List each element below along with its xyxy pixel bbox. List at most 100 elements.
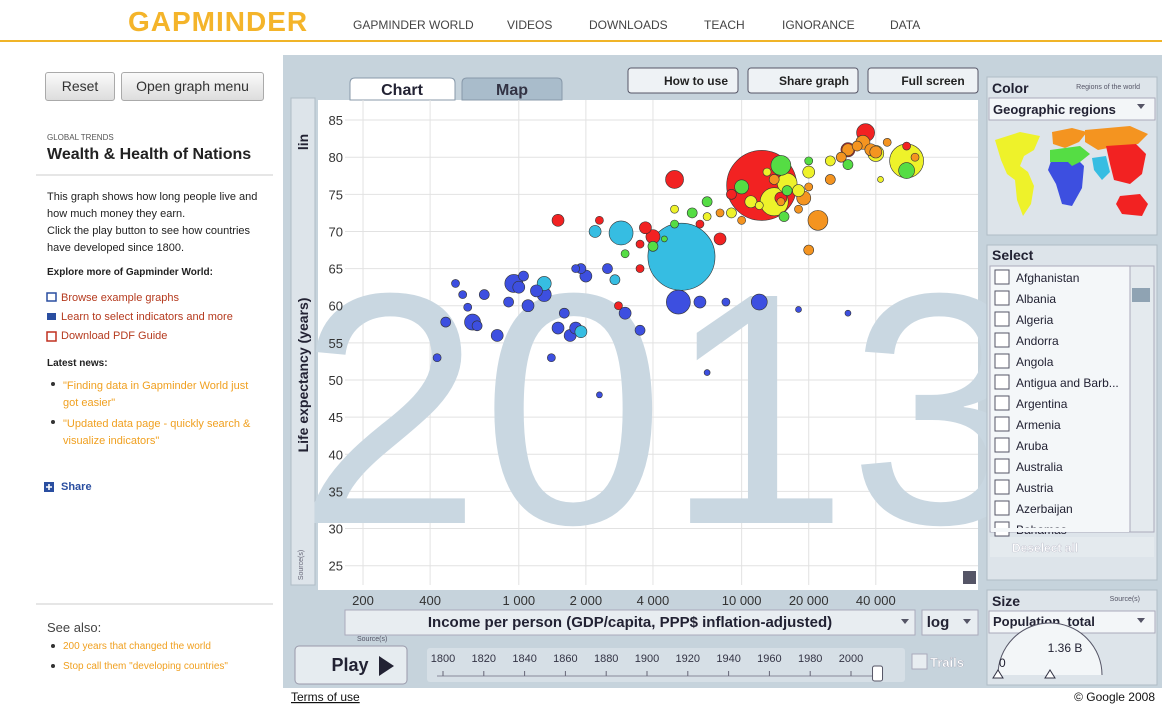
bubble: [902, 141, 911, 151]
bubble: [558, 307, 570, 319]
nav-link[interactable]: TEACH: [704, 18, 745, 32]
play-icon: [379, 656, 394, 676]
country-name[interactable]: Argentina: [1016, 397, 1068, 411]
color-dropdown[interactable]: [988, 97, 1156, 121]
bubble: [702, 212, 712, 221]
nav-link[interactable]: VIDEOS: [507, 18, 553, 32]
y-tick-label: 45: [329, 410, 343, 425]
country-checkbox[interactable]: [994, 332, 1010, 348]
reset-button[interactable]: Reset: [45, 72, 115, 101]
y-tick-label: 40: [329, 447, 343, 462]
country-name[interactable]: Armenia: [1016, 418, 1061, 432]
size-indicator[interactable]: Population, total: [993, 614, 1095, 629]
x-scale-label[interactable]: log: [927, 614, 950, 631]
bubble: [596, 391, 603, 399]
scroll-thumb[interactable]: [1132, 288, 1150, 302]
size-source[interactable]: Source(s): [1110, 596, 1140, 603]
country-checkbox[interactable]: [994, 353, 1010, 369]
country-checkbox[interactable]: [994, 500, 1010, 516]
link[interactable]: Download PDF Guide: [61, 330, 168, 342]
see-also-item[interactable]: Stop call them "developing countries": [63, 661, 228, 672]
nav-link[interactable]: GAPMINDER WORLD: [353, 18, 474, 32]
country-name[interactable]: Algeria: [1016, 313, 1054, 327]
x-scale-dropdown[interactable]: [921, 609, 979, 636]
link[interactable]: Browse example graphs: [61, 292, 180, 304]
bubble: [844, 309, 852, 317]
country-name[interactable]: Andorra: [1016, 334, 1059, 348]
x-indicator-dropdown[interactable]: [344, 609, 916, 636]
tool-label[interactable]: Full screen: [901, 74, 964, 88]
expand-icon[interactable]: [963, 571, 976, 584]
tool-button[interactable]: [867, 67, 979, 94]
country-checkbox[interactable]: [994, 311, 1010, 327]
country-checkbox[interactable]: [994, 395, 1010, 411]
country-name[interactable]: Afghanistan: [1016, 271, 1079, 285]
bubble: [670, 204, 679, 214]
source-label[interactable]: Source(s): [357, 636, 387, 643]
tab-label[interactable]: Chart: [381, 82, 423, 99]
tab-label[interactable]: Map: [496, 82, 528, 99]
country-name[interactable]: Aruba: [1016, 439, 1048, 453]
bubble: [432, 353, 442, 363]
country-name[interactable]: Azerbaijan: [1016, 502, 1073, 516]
color-source[interactable]: Regions of the world: [1076, 84, 1140, 91]
nav-link[interactable]: DATA: [890, 18, 921, 32]
country-checkbox[interactable]: [994, 479, 1010, 495]
tab[interactable]: [349, 77, 456, 101]
news-item[interactable]: "Updated data page - quickly search & vi…: [63, 418, 251, 447]
y-tick-label: 25: [329, 559, 343, 574]
bubble: [734, 179, 749, 195]
nav-link[interactable]: DOWNLOADS: [589, 18, 668, 32]
country-checkbox[interactable]: [994, 269, 1010, 285]
bubble: [588, 225, 602, 238]
country-checkbox[interactable]: [994, 437, 1010, 453]
news-item[interactable]: "Finding data in Gapminder World just go…: [63, 380, 249, 409]
size-title: Size: [992, 593, 1020, 609]
bubble: [792, 184, 805, 197]
country-name[interactable]: Angola: [1016, 355, 1054, 369]
description: Click the play button to see how countri…: [47, 225, 251, 254]
tool-button[interactable]: [627, 67, 739, 94]
bubble: [665, 170, 684, 189]
nav-link[interactable]: IGNORANCE: [782, 18, 855, 32]
bubble: [614, 301, 623, 311]
y-scale-label[interactable]: lin: [295, 134, 311, 150]
size-gauge: [997, 622, 1103, 676]
logo[interactable]: GAPMINDER: [128, 6, 309, 37]
trails-label[interactable]: Trails: [930, 655, 964, 670]
menu-button[interactable]: Open graph menu: [121, 72, 264, 101]
deselect-button[interactable]: [990, 537, 1154, 557]
country-checkbox[interactable]: [994, 416, 1010, 432]
link[interactable]: Learn to select indicators and more: [61, 311, 233, 323]
share-link[interactable]: Share: [61, 481, 92, 493]
x-axis-title[interactable]: Income per person (GDP/capita, PPP$ infl…: [428, 614, 832, 631]
x-tick-label: 400: [419, 593, 441, 608]
country-checkbox[interactable]: [994, 374, 1010, 390]
country-name[interactable]: Albania: [1016, 292, 1056, 306]
bubble: [574, 325, 588, 339]
tool-button[interactable]: [747, 67, 859, 94]
y-tick-label: 75: [329, 187, 343, 202]
tool-label[interactable]: How to use: [664, 74, 728, 88]
country-checkbox[interactable]: [994, 458, 1010, 474]
bubble: [693, 295, 707, 309]
y-axis-title[interactable]: Life expectancy (years): [295, 298, 311, 453]
region-map[interactable]: [995, 126, 1148, 216]
tab[interactable]: [461, 77, 563, 101]
country-name[interactable]: Austria: [1016, 481, 1054, 495]
country-name[interactable]: Australia: [1016, 460, 1063, 474]
bubble: [744, 195, 758, 209]
play-label[interactable]: Play: [331, 655, 368, 675]
source-label[interactable]: Source(s): [298, 550, 305, 580]
trails-checkbox[interactable]: [911, 653, 928, 670]
country-checkbox[interactable]: [994, 290, 1010, 306]
terms-link[interactable]: Terms of use: [291, 690, 360, 704]
country-name[interactable]: Antigua and Barb...: [1016, 376, 1119, 390]
see-also-item[interactable]: 200 years that changed the world: [63, 641, 211, 652]
tool-label[interactable]: Share graph: [779, 74, 849, 88]
scrollbar[interactable]: [1129, 265, 1155, 533]
deselect-label[interactable]: Deselect all: [1012, 541, 1078, 555]
color-indicator[interactable]: Geographic regions: [993, 102, 1116, 117]
bubble: [551, 214, 565, 227]
x-tick-label: 1 000: [503, 593, 536, 608]
